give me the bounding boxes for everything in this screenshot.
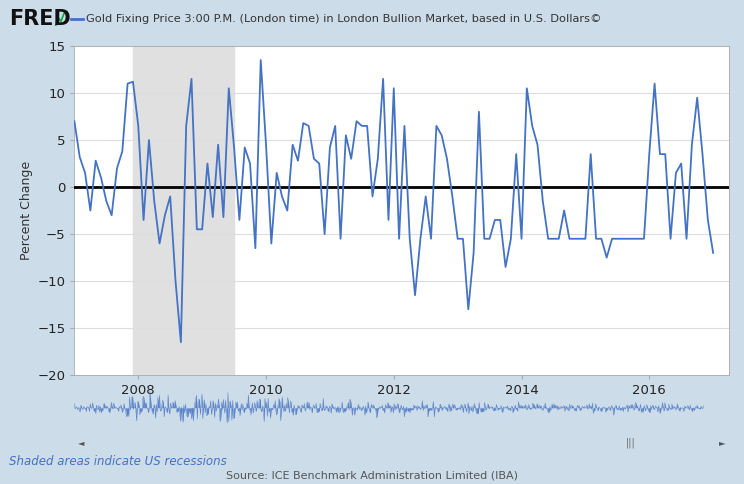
Text: 2000: 2000: [487, 413, 510, 422]
Text: |||: |||: [626, 438, 636, 448]
Text: 1980: 1980: [237, 413, 260, 422]
Text: Shaded areas indicate US recessions: Shaded areas indicate US recessions: [9, 455, 227, 468]
Text: ►: ►: [719, 438, 726, 447]
Bar: [133, 46, 234, 375]
Text: FRED: FRED: [9, 9, 71, 30]
Y-axis label: Percent Change: Percent Change: [20, 161, 33, 260]
Text: Source: ICE Benchmark Administration Limited (IBA): Source: ICE Benchmark Administration Lim…: [226, 470, 518, 480]
Text: ◄: ◄: [77, 438, 84, 447]
Text: Gold Fixing Price 3:00 P.M. (London time) in London Bullion Market, based in U.S: Gold Fixing Price 3:00 P.M. (London time…: [86, 15, 601, 24]
